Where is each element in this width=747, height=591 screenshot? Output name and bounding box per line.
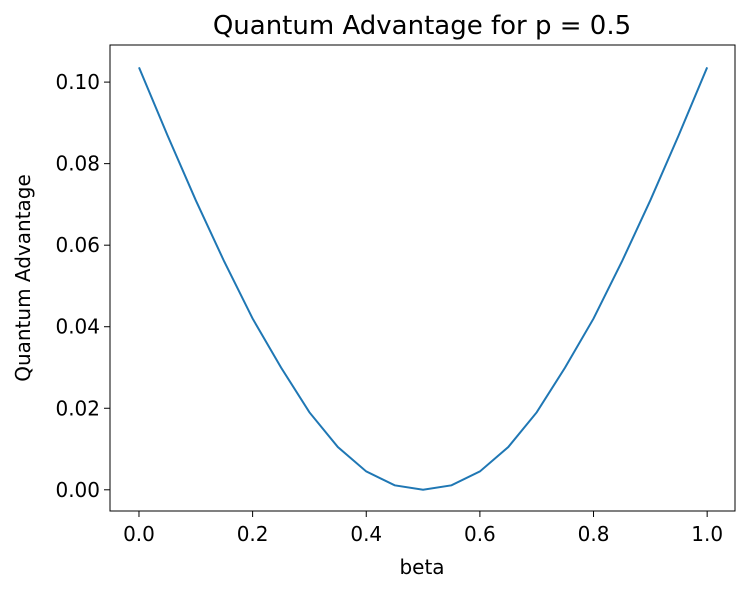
y-axis-label: Quantum Advantage [11,174,35,382]
y-tick-label: 0.06 [55,233,100,257]
line [138,67,709,491]
x-axis-label: beta [399,555,444,579]
y-tick-label: 0.00 [55,478,100,502]
x-tick-label: 1.0 [691,522,723,546]
x-tick-label: 0.6 [464,522,496,546]
x-tick-label: 0.0 [123,522,155,546]
y-tick-label: 0.10 [55,70,100,94]
y-tick-label: 0.04 [55,315,100,339]
chart-title: Quantum Advantage for p = 0.5 [213,11,631,41]
x-tick-label: 0.2 [237,522,269,546]
plot-frame [109,44,736,512]
y-tick-label: 0.08 [55,152,100,176]
x-tick-label: 0.8 [578,522,610,546]
x-tick-label: 0.4 [350,522,382,546]
y-tick-label: 0.02 [55,396,100,420]
